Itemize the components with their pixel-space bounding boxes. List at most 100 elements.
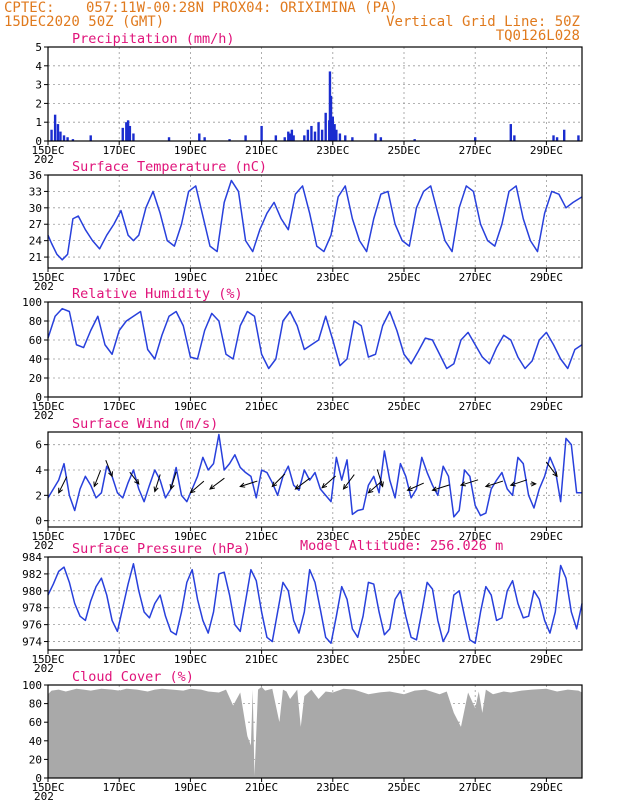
wind-arrowhead	[294, 484, 301, 490]
wind-arrow	[485, 480, 504, 487]
cloud-cover-title: Cloud Cover (%)	[72, 669, 194, 685]
cloud-cover-ytick-label: 20	[29, 753, 42, 766]
surface-temperature-nc-ytick-label: 30	[29, 202, 42, 215]
precipitation-mm-h-ytick-label: 5	[35, 41, 42, 54]
surface-temperature-nc-xtick-label: 27DEC	[459, 271, 492, 284]
cloud-cover-xtick-label: 21DEC	[245, 781, 278, 794]
relative-humidity-ytick-label: 60	[29, 334, 42, 347]
wind-arrow	[321, 475, 336, 489]
precip-bar	[338, 133, 342, 141]
relative-humidity-xtick-label: 15DEC	[31, 400, 64, 413]
precip-bar	[344, 135, 347, 141]
wind-arrow	[129, 471, 140, 485]
wind-arrowhead	[431, 486, 438, 492]
wind-arrow	[93, 470, 102, 487]
precip-bar	[306, 129, 310, 141]
cloud-cover-xtick-label: 17DEC	[103, 781, 136, 794]
header-location: 057:11W-00:28N PROX04: ORIXIMINA (PA)	[86, 0, 398, 16]
wind-arrow	[58, 476, 68, 494]
model-altitude: Model Altitude: 256.026 m	[300, 538, 503, 554]
surface-wind-m-s-line	[47, 433, 582, 518]
precip-bar	[513, 135, 516, 141]
wind-arrowhead	[484, 482, 491, 488]
relative-humidity-frame	[47, 301, 583, 398]
precip-bar	[290, 129, 294, 141]
surface-pressure-hpa-ytick-label: 980	[22, 585, 42, 598]
precip-bar	[310, 125, 313, 141]
precipitation-mm-h-panel: 0 1 2 3 4 5 15DEC 17DEC 19DEC 21DEC 23DEC 25DEC 27DE…	[31, 31, 583, 166]
relative-humidity-title: Relative Humidity (%)	[72, 286, 243, 302]
cloud-cover-xtick-label: 27DEC	[459, 781, 492, 794]
precip-bar	[56, 124, 60, 141]
precip-bar	[203, 137, 206, 141]
wind-arrow	[432, 484, 450, 491]
relative-humidity-xtick-label: 27DEC	[459, 400, 492, 413]
wind-arrowhead	[108, 471, 113, 478]
precip-bar	[577, 135, 580, 141]
cloud-area	[48, 686, 582, 778]
precip-bar	[62, 135, 66, 141]
precipitation-mm-h-ytick-label: 0	[35, 135, 42, 148]
relative-humidity-ytick-label: 40	[29, 353, 42, 366]
wind-arrow	[510, 479, 528, 486]
wind-arrow	[295, 477, 311, 490]
precip-bar	[283, 137, 286, 141]
precip-bar	[66, 137, 69, 141]
precipitation-mm-h-title: Precipitation (mm/h)	[72, 31, 235, 47]
precipitation-mm-h-xtick-label: 19DEC	[174, 144, 207, 157]
wind-arrowhead	[342, 483, 349, 490]
wind-arrowhead	[531, 481, 537, 487]
surface-temperature-nc-panel: 21 24 27 30 33 36 15DEC 17DEC 19DEC 21DEC 23DEC 25D…	[29, 159, 583, 293]
relative-humidity-panel: 0 20 40 60 80 100 15DEC 17DEC 19DEC 21DEC 23DEC 25D…	[22, 286, 583, 422]
surface-pressure-hpa-title: Surface Pressure (hPa)	[72, 541, 251, 557]
precip-bar	[53, 114, 57, 141]
precip-bar	[555, 137, 559, 141]
chart-panels: 0 1 2 3 4 5 15DEC 17DEC 19DEC 21DEC 23DEC 25DEC 27DE…	[22, 31, 583, 800]
surface-wind-m-s-xtick-label: 23DEC	[316, 530, 349, 543]
surface-temperature-nc-ytick-label: 27	[29, 218, 42, 231]
relative-humidity-ytick-label: 80	[29, 315, 42, 328]
surface-pressure-hpa-xtick-label: 15DEC	[31, 653, 64, 666]
surface-pressure-hpa-xtick-label: 19DEC	[174, 653, 207, 666]
relative-humidity-ytick-label: 100	[22, 296, 42, 309]
surface-wind-m-s-panel: 0 2 4 6 15DEC 17DEC 19DEC 21DEC 23DEC 25DEC 27DEC 2…	[31, 416, 583, 552]
surface-temperature-nc-xtick-label: 23DEC	[316, 271, 349, 284]
surface-pressure-hpa-panel: 974 976 978 980 982 984 15DEC 17DEC 19DEC 21DEC 23…	[22, 541, 583, 675]
wind-arrowhead	[153, 486, 159, 493]
surface-wind-m-s-title: Surface Wind (m/s)	[72, 416, 218, 432]
relative-humidity-xtick-label: 23DEC	[316, 400, 349, 413]
surface-pressure-hpa-xtick-label: 27DEC	[459, 653, 492, 666]
surface-wind-m-s-ytick-label: 2	[35, 489, 42, 502]
cloud-cover-ytick-label: 40	[29, 735, 42, 748]
cloud-cover-xtick-label: 23DEC	[316, 781, 349, 794]
precip-bar	[320, 129, 324, 141]
surface-temperature-nc-ytick-label: 24	[29, 235, 43, 248]
precipitation-mm-h-xtick-label: 25DEC	[387, 144, 420, 157]
wind-arrowhead	[239, 482, 246, 488]
surface-temperature-nc-xtick-label: 15DEC	[31, 271, 64, 284]
surface-pressure-hpa-ytick-label: 984	[22, 551, 42, 564]
surface-temperature-nc-xtick-label: 17DEC	[103, 271, 136, 284]
surface-pressure-hpa-xtick-label: 23DEC	[316, 653, 349, 666]
surface-pressure-hpa-ytick-label: 978	[22, 602, 42, 615]
surface-wind-m-s-xtick-label: 19DEC	[174, 530, 207, 543]
precip-bar	[329, 95, 333, 141]
relative-humidity-xtick-label: 29DEC	[530, 400, 563, 413]
wind-arrowhead	[58, 487, 63, 494]
precip-bar	[89, 135, 92, 141]
wind-arrow	[105, 459, 113, 477]
wind-arrow	[545, 461, 558, 477]
cloud-cover-ytick-label: 60	[29, 716, 42, 729]
surface-wind-m-s-xtick-label: 27DEC	[459, 530, 492, 543]
precip-bar	[287, 131, 290, 141]
wind-arrow	[376, 469, 384, 487]
surface-pressure-hpa-year-label: 202	[34, 662, 54, 675]
precipitation-mm-h-ytick-label: 3	[35, 79, 42, 92]
surface-temperature-nc-ytick-label: 21	[29, 251, 42, 264]
precip-bar	[379, 137, 383, 141]
precipitation-mm-h-ytick-label: 2	[35, 97, 42, 110]
cloud-cover-xtick-label: 19DEC	[174, 781, 207, 794]
surface-wind-m-s-xtick-label: 25DEC	[387, 530, 420, 543]
precipitation-mm-h-ytick-label: 1	[35, 116, 42, 129]
wind-arrowhead	[271, 481, 278, 488]
